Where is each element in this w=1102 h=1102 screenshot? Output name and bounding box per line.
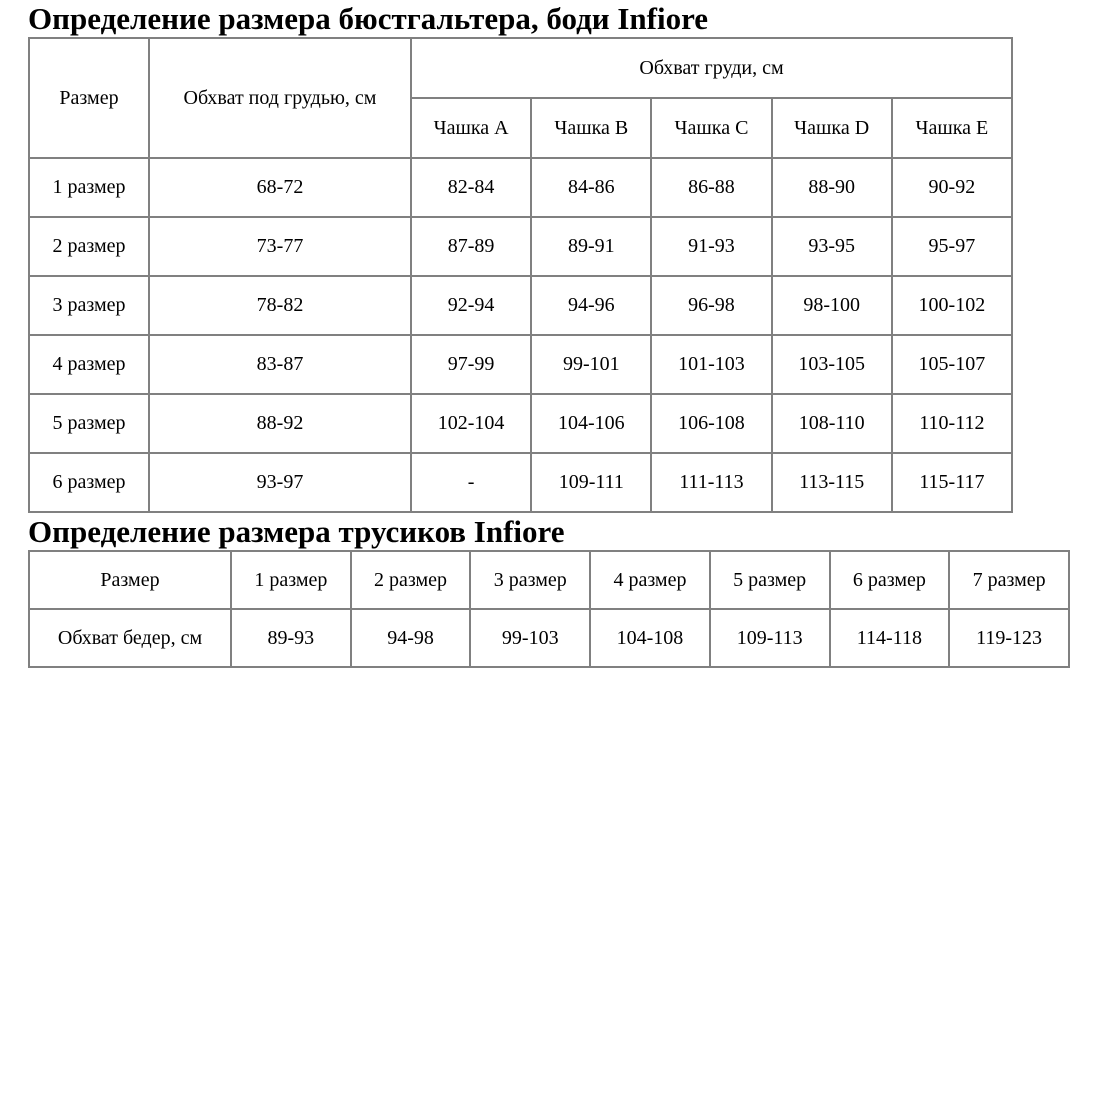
cup-value-cell: 88-90: [770, 157, 893, 219]
cup-value-cell: -: [409, 452, 533, 514]
hips-value-cell: 114-118: [828, 608, 951, 669]
cup-value-cell: 99-101: [530, 334, 653, 396]
cup-value-cell: 95-97: [890, 216, 1014, 278]
size-option-header: 2 размер: [349, 550, 472, 611]
hips-row-label-cell: Обхват бедер, см: [28, 608, 232, 669]
bra-table-row: 6 размер 93-97-109-111 111-113 113-115 115-1…: [28, 452, 1014, 514]
cup-value-cell: 94-96: [530, 275, 653, 337]
cup-column-header: Чашка B: [530, 97, 653, 160]
size-label-cell: 4 размер: [28, 334, 150, 396]
cup-value-cell: 89-91: [530, 216, 653, 278]
underbust-value-cell: 83-87: [148, 334, 412, 396]
hips-value-cell: 94-98: [349, 608, 472, 669]
cup-value-cell: 98-100: [770, 275, 893, 337]
size-option-header: 5 размер: [708, 550, 831, 611]
cup-value-cell: 82-84: [409, 157, 533, 219]
cup-value-cell: 96-98: [650, 275, 773, 337]
underbust-column-header: Обхват под грудью, см: [148, 37, 412, 160]
underbust-value-cell: 68-72: [148, 157, 412, 219]
underbust-value-cell: 78-82: [148, 275, 412, 337]
bra-table-header-row-1: Размер Обхват под грудью, см Обхват груд…: [28, 37, 1013, 160]
size-option-header: 6 размер: [828, 550, 951, 611]
hips-value-cell: 109-113: [708, 608, 831, 669]
cup-column-header: Чашка A: [409, 97, 533, 160]
size-option-header: 7 размер: [948, 550, 1070, 611]
cup-value-cell: 106-108: [650, 393, 773, 455]
cup-value-cell: 113-115: [770, 452, 893, 514]
bra-table-row: 5 размер 88-92 102-104 104-106 106-108 108-11…: [28, 393, 1014, 455]
cup-column-header: Чашка E: [890, 97, 1014, 160]
panties-size-table: Размер 1 размер 2 размер 3 размер 4 размер 5 …: [28, 550, 1070, 669]
size-column-header: Размер: [28, 550, 232, 611]
panties-table-header-row: Размер 1 размер 2 размер 3 размер 4 размер 5 …: [28, 550, 1070, 611]
cup-value-cell: 103-105: [770, 334, 893, 396]
panties-section-title: Определение размера трусиков Infiore: [28, 514, 565, 550]
bra-table-row: 1 размер 68-72 82-84 84-86 86-88 88-90 90-92: [28, 157, 1014, 219]
size-label-cell: 1 размер: [28, 157, 150, 219]
cup-value-cell: 105-107: [890, 334, 1014, 396]
bra-table-row: 4 размер 83-87 97-99 99-101 101-103 103-105 10…: [28, 334, 1014, 396]
size-option-header: 3 размер: [469, 550, 592, 611]
hips-value-cell: 119-123: [948, 608, 1070, 669]
underbust-value-cell: 93-97: [148, 452, 412, 514]
size-label-cell: 2 размер: [28, 216, 150, 278]
size-label-cell: 5 размер: [28, 393, 150, 455]
cup-value-cell: 97-99: [409, 334, 533, 396]
cup-value-cell: 101-103: [650, 334, 773, 396]
cup-column-header: Чашка C: [650, 97, 773, 160]
hips-value-cell: 89-93: [230, 608, 352, 669]
size-label-cell: 6 размер: [28, 452, 150, 514]
cup-column-header: Чашка D: [770, 97, 893, 160]
cup-value-cell: 115-117: [890, 452, 1014, 514]
panties-table-data-row: Обхват бедер, см 89-93 94-98 99-103 104-108 1…: [28, 608, 1070, 669]
hips-value-cell: 99-103: [469, 608, 592, 669]
bra-table-row: 3 размер 78-82 92-94 94-96 96-98 98-100 100-10…: [28, 275, 1014, 337]
cup-value-cell: 100-102: [890, 275, 1014, 337]
size-label-cell: 3 размер: [28, 275, 150, 337]
cup-value-cell: 90-92: [890, 157, 1014, 219]
size-option-header: 1 размер: [230, 550, 352, 611]
cup-value-cell: 109-111: [530, 452, 653, 514]
cup-value-cell: 104-106: [530, 393, 653, 455]
cup-value-cell: 84-86: [530, 157, 653, 219]
bust-group-header: Обхват груди, см: [410, 37, 1013, 100]
bra-table-header-row-2: Чашка A Чашка B Чашка C Чашка D Чашка E: [29, 97, 1014, 160]
bra-size-table: Размер Обхват под грудью, см Обхват груд…: [28, 37, 1014, 514]
document-page: Определение размера бюстгальтера, боди I…: [28, 1, 1070, 669]
bra-section-title: Определение размера бюстгальтера, боди I…: [28, 1, 709, 36]
cup-value-cell: 92-94: [409, 275, 533, 337]
cup-value-cell: 87-89: [409, 216, 533, 278]
bra-table-row: 2 размер 73-77 87-89 89-91 91-93 93-95 95-97: [28, 216, 1014, 278]
cup-value-cell: 108-110: [770, 393, 893, 455]
size-option-header: 4 размер: [589, 550, 711, 611]
cup-value-cell: 111-113: [650, 452, 773, 514]
underbust-value-cell: 73-77: [148, 216, 412, 278]
cup-value-cell: 86-88: [650, 157, 773, 219]
cup-value-cell: 93-95: [770, 216, 893, 278]
cup-value-cell: 91-93: [650, 216, 773, 278]
cup-value-cell: 102-104: [409, 393, 533, 455]
underbust-value-cell: 88-92: [148, 393, 412, 455]
size-column-header: Размер: [28, 37, 150, 160]
cup-value-cell: 110-112: [890, 393, 1014, 455]
hips-value-cell: 104-108: [589, 608, 711, 669]
